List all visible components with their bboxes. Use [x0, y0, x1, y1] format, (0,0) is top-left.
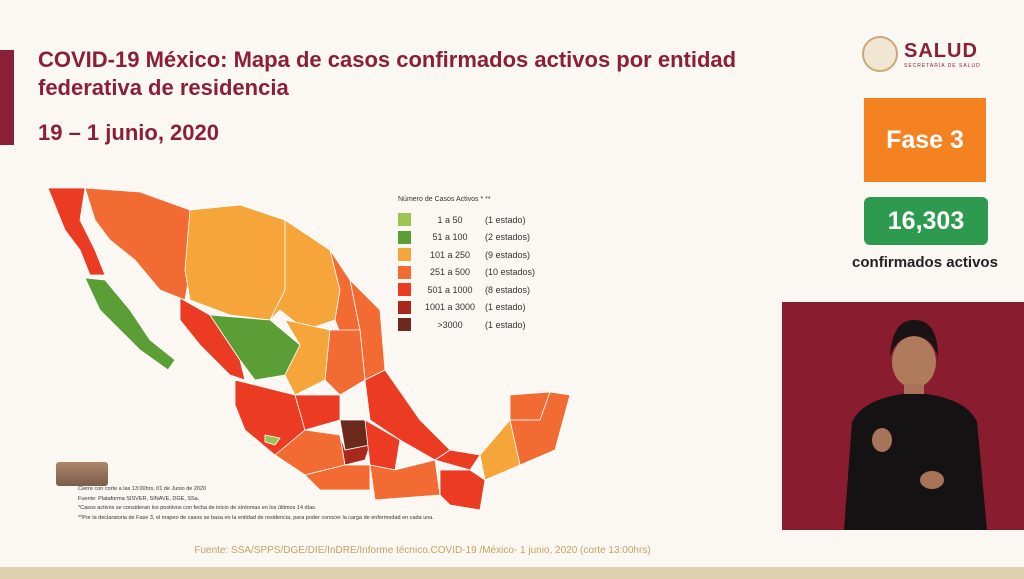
logo-subtitle: SECRETARÍA DE SALUD — [904, 62, 981, 69]
legend-title: Número de Casos Activos * ** — [398, 196, 491, 203]
interpreter-figure — [844, 320, 987, 530]
legend-item: 1001 a 3000 (1 estado) — [398, 299, 535, 317]
state-oaxaca — [369, 459, 441, 501]
legend-swatch — [398, 318, 411, 332]
date-range: 19 – 1 junio, 2020 — [38, 120, 219, 145]
page-title: COVID-19 México: Mapa de casos confirmad… — [38, 47, 737, 100]
source-text: Fuente: SSA/SPPS/DGE/DIE/InDRE/Informe t… — [194, 545, 651, 556]
footnotes: Cierre con corte a las 13:00hrs, 01 de J… — [78, 485, 434, 523]
footnote: **Por la declaratoria de Fase 3, el mape… — [78, 514, 434, 521]
legend-range: 1001 a 3000 — [424, 302, 476, 313]
legend-count: (1 estado) — [485, 319, 526, 330]
legend-item: 51 a 100 (2 estados) — [398, 229, 535, 247]
phase-badge: Fase 3 — [864, 98, 986, 182]
legend-count: (1 estado) — [485, 214, 526, 225]
mexico-map — [47, 187, 571, 511]
state-guerrero — [304, 464, 371, 491]
state-edomex — [339, 434, 371, 466]
state-colima — [264, 434, 281, 446]
legend-range: 1 a 50 — [437, 214, 463, 225]
legend-item: >3000 (1 estado) — [398, 316, 535, 334]
state-baja-california-sur — [84, 277, 176, 371]
legend-range: 101 a 250 — [429, 249, 471, 260]
state-baja-california — [47, 187, 106, 276]
sign-language-interpreter-video — [782, 302, 1024, 530]
legend-count: (9 estados) — [485, 249, 531, 260]
legend-swatch — [398, 248, 411, 262]
legend-swatch — [398, 265, 411, 279]
state-sonora — [84, 187, 191, 301]
active-cases-count: 16,303 — [864, 197, 988, 245]
legend-item: 101 a 250 (9 estados) — [398, 246, 535, 264]
state-chiapas — [439, 469, 486, 511]
legend-range: 501 a 1000 — [427, 284, 473, 295]
legend-swatch — [398, 213, 411, 227]
legend-item: 501 a 1000 (8 estados) — [398, 281, 535, 299]
state-san-luis — [324, 329, 366, 396]
legend-count: (10 estados) — [485, 267, 536, 278]
legend-item: 1 a 50 (1 estado) — [398, 211, 535, 229]
bottom-band — [0, 567, 1024, 579]
map-legend: Número de Casos Activos * ** 1 a 50 (1 e… — [398, 196, 535, 334]
legend-range: 51 a 100 — [432, 232, 468, 243]
salud-logo: SALUD SECRETARÍA DE SALUD — [862, 36, 981, 72]
state-chihuahua — [184, 204, 286, 321]
legend-range: 251 a 500 — [429, 267, 471, 278]
legend-swatch — [398, 283, 411, 297]
legend-item: 251 a 500 (10 estados) — [398, 264, 535, 282]
legend-count: (8 estados) — [485, 284, 531, 295]
state-quintana-roo — [509, 391, 571, 466]
accent-bar — [0, 50, 14, 145]
heroes-image — [56, 462, 108, 486]
legend-swatch — [398, 230, 411, 244]
legend-count: (2 estados) — [485, 232, 531, 243]
legend-swatch — [398, 300, 411, 314]
footnote: Fuente: Plataforma SISVER, SINAVE, DGE, … — [78, 495, 200, 502]
footnote: Cierre con corte a las 13:00hrs, 01 de J… — [78, 486, 207, 492]
logo-name: SALUD — [904, 39, 978, 62]
legend-count: (1 estado) — [485, 302, 526, 313]
footnote: *Casos activos se consideran los positiv… — [78, 505, 317, 511]
legend-range: >3000 — [437, 319, 463, 330]
national-seal-icon — [862, 36, 898, 72]
active-cases-label: confirmados activos — [852, 254, 998, 271]
